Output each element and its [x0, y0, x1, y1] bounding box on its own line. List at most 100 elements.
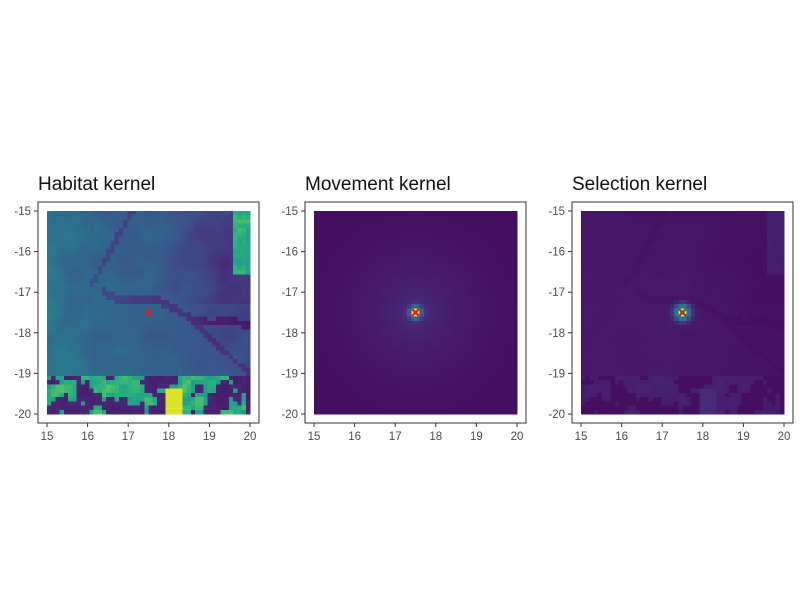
heatmap-cell — [504, 308, 509, 313]
heatmap-cell — [457, 287, 463, 292]
heatmap-cell — [51, 240, 56, 246]
heatmap-cell — [394, 380, 399, 385]
heatmap-cell — [474, 295, 480, 301]
heatmap-cell — [415, 329, 421, 335]
heatmap-cell — [394, 363, 399, 368]
heatmap-cell — [233, 223, 238, 229]
heatmap-cell — [779, 223, 785, 229]
heatmap-cell — [186, 405, 192, 411]
heatmap-cell — [318, 409, 323, 415]
heatmap-cell — [144, 211, 149, 216]
heatmap-cell — [491, 312, 497, 318]
heatmap-cell — [93, 329, 99, 335]
heatmap-cell — [635, 223, 641, 229]
heatmap-cell — [343, 337, 349, 343]
heatmap-cell — [110, 384, 116, 390]
heatmap-cell — [114, 219, 120, 225]
heatmap-cell — [326, 367, 332, 373]
heatmap-cell — [322, 384, 328, 390]
heatmap-cell — [186, 397, 192, 402]
heatmap-cell — [474, 333, 480, 339]
heatmap-cell — [440, 350, 446, 356]
heatmap-cell — [466, 274, 471, 280]
heatmap-cell — [85, 363, 90, 368]
heatmap-cell — [356, 380, 361, 385]
heatmap-cell — [89, 265, 94, 271]
heatmap-cell — [445, 249, 450, 254]
heatmap-cell — [211, 367, 217, 373]
heatmap-cell — [402, 342, 408, 347]
heatmap-cell — [483, 375, 488, 381]
heatmap-cell — [85, 371, 90, 377]
heatmap-cell — [318, 316, 323, 322]
heatmap-cell — [106, 295, 111, 301]
heatmap-cell — [190, 278, 196, 284]
heatmap-cell — [474, 329, 480, 335]
heatmap-cell — [373, 367, 378, 373]
heatmap-cell — [314, 350, 319, 356]
heatmap-cell — [156, 380, 162, 385]
heatmap-cell — [97, 342, 103, 347]
heatmap-cell — [55, 354, 61, 360]
heatmap-cell — [161, 304, 166, 309]
heatmap-cell — [487, 278, 493, 284]
heatmap-cell — [487, 333, 493, 339]
heatmap-cell — [63, 257, 69, 263]
heatmap-cell — [207, 380, 213, 385]
heatmap-cell — [385, 291, 391, 296]
heatmap-cell — [423, 261, 429, 267]
heatmap-cell — [89, 211, 94, 216]
heatmap-cell — [682, 219, 688, 225]
heatmap-cell — [110, 320, 116, 326]
heatmap-cell — [411, 270, 416, 275]
heatmap-cell — [144, 240, 149, 246]
heatmap-cell — [68, 295, 73, 301]
heatmap-cell — [703, 232, 709, 237]
heatmap-cell — [161, 244, 166, 250]
heatmap-cell — [203, 325, 209, 330]
heatmap-cell — [703, 227, 709, 233]
heatmap-cell — [161, 397, 166, 402]
heatmap-cell — [508, 304, 514, 309]
heatmap-cell — [228, 261, 234, 267]
heatmap-cell — [474, 380, 480, 385]
heatmap-cell — [462, 249, 467, 254]
heatmap-cell — [228, 342, 234, 347]
heatmap-cell — [394, 320, 399, 326]
heatmap-cell — [165, 236, 171, 242]
heatmap-cell — [173, 304, 179, 309]
heatmap-cell — [72, 278, 78, 284]
heatmap-cell — [80, 346, 86, 351]
heatmap-cell — [118, 223, 124, 229]
heatmap-cell — [373, 337, 378, 343]
heatmap-cell — [207, 261, 213, 267]
heatmap-cell — [233, 405, 238, 411]
heatmap-cell — [314, 240, 319, 246]
heatmap-cell — [419, 367, 425, 373]
heatmap-cell — [224, 261, 230, 267]
heatmap-cell — [326, 299, 332, 305]
heatmap-cell — [190, 261, 196, 267]
heatmap-cell — [508, 215, 514, 220]
heatmap-cell — [428, 409, 433, 415]
heatmap-cell — [140, 304, 145, 309]
heatmap-cell — [165, 316, 171, 322]
heatmap-cell — [593, 215, 599, 220]
heatmap-cell — [51, 367, 56, 373]
heatmap-cell — [508, 244, 514, 250]
heatmap-cell — [368, 405, 374, 411]
heatmap-cell — [491, 232, 497, 237]
heatmap-cell — [737, 223, 743, 229]
heatmap-cell — [97, 316, 103, 322]
heatmap-cell — [207, 346, 213, 351]
heatmap-cell — [411, 329, 416, 335]
heatmap-cell — [114, 253, 120, 258]
heatmap-cell — [51, 325, 56, 330]
heatmap-cell — [474, 397, 480, 402]
heatmap-cell — [318, 392, 323, 398]
heatmap-cell — [504, 253, 509, 258]
heatmap-cell — [445, 329, 450, 335]
heatmap-cell — [347, 371, 353, 377]
heatmap-cell — [428, 282, 433, 288]
heatmap-cell — [203, 346, 209, 351]
